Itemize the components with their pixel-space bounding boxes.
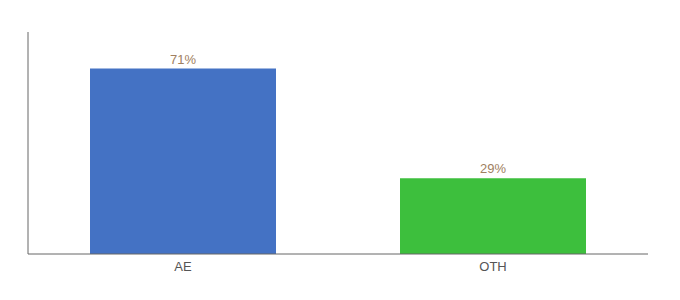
svg-text:29%: 29% [480,161,506,176]
svg-text:AE: AE [174,259,192,274]
svg-text:71%: 71% [170,52,196,67]
svg-text:OTH: OTH [479,259,506,274]
